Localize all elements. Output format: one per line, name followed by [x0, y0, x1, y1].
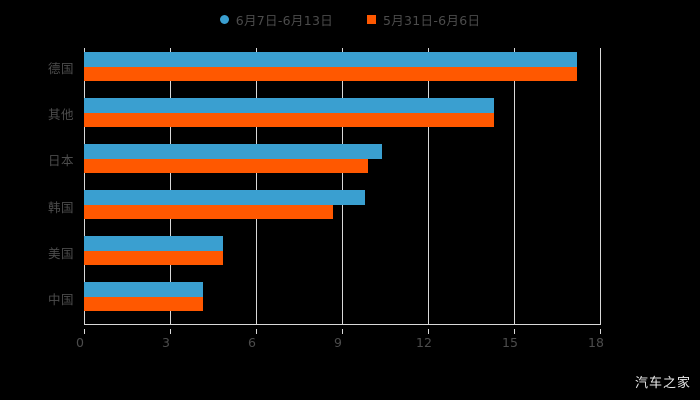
- bar-group-中国: [84, 282, 600, 312]
- legend-label-series-0: 6月7日-6月13日: [235, 12, 333, 28]
- bar-日本-series-1[interactable]: [84, 158, 368, 173]
- x-axis-tick-mark-2: [256, 329, 257, 334]
- bar-日本-series-0[interactable]: [84, 143, 383, 159]
- plot-area: [84, 48, 601, 325]
- x-axis-label-0: 0: [76, 335, 84, 350]
- y-axis-label-韩国: 韩国: [47, 199, 74, 215]
- x-axis-label-18: 18: [588, 335, 604, 350]
- gridline-x-0: [84, 48, 85, 325]
- legend-label-series-1: 5月31日-6月6日: [383, 12, 481, 28]
- gridline-x-4: [428, 48, 429, 325]
- bar-美国-series-1[interactable]: [84, 251, 224, 266]
- legend-item-series-1[interactable]: 5月31日-6月6日: [367, 10, 480, 29]
- gridline-x-6: [600, 48, 601, 325]
- x-axis-label-9: 9: [334, 335, 342, 350]
- gridline-x-1: [170, 48, 171, 325]
- x-axis-label-3: 3: [162, 335, 170, 350]
- bar-group-其他: [84, 97, 600, 128]
- y-axis-label-其他: 其他: [47, 107, 74, 123]
- bar-其他-series-1[interactable]: [84, 112, 494, 127]
- x-axis-tick-mark-1: [170, 329, 171, 334]
- bar-中国-series-0[interactable]: [84, 282, 203, 298]
- y-axis-label-日本: 日本: [47, 153, 74, 169]
- bar-其他-series-0[interactable]: [84, 97, 494, 113]
- bar-韩国-series-0[interactable]: [84, 190, 365, 206]
- x-axis-label-6: 6: [248, 335, 256, 350]
- bar-group-德国: [84, 51, 600, 82]
- x-axis-label-15: 15: [502, 335, 518, 350]
- bar-美国-series-0[interactable]: [84, 236, 224, 252]
- legend-item-series-0[interactable]: 6月7日-6月13日: [219, 10, 333, 29]
- x-axis-tick-mark-5: [514, 329, 515, 334]
- bar-group-美国: [84, 236, 600, 266]
- bar-德国-series-1[interactable]: [84, 66, 578, 81]
- bar-group-日本: [84, 143, 600, 174]
- x-axis-label-12: 12: [416, 335, 432, 350]
- bar-韩国-series-1[interactable]: [84, 205, 334, 220]
- legend-swatch-icon-series-1: [367, 14, 376, 24]
- y-axis-label-美国: 美国: [47, 245, 74, 261]
- x-axis-tick-mark-6: [600, 329, 601, 334]
- gridline-x-5: [514, 48, 515, 325]
- x-axis-tick-mark-4: [428, 329, 429, 334]
- legend-swatch-icon-series-0: [219, 14, 229, 24]
- y-axis-label-中国: 中国: [47, 291, 74, 307]
- x-axis-labels: 0 3 6 9 12 15 18: [0, 329, 700, 350]
- chart-legend: 6月7日-6月13日 5月31日-6月6日: [0, 8, 700, 30]
- watermark: 汽车之家: [634, 376, 691, 391]
- x-axis-tick-mark-0: [84, 329, 85, 334]
- y-axis-label-德国: 德国: [47, 61, 74, 77]
- gridline-x-3: [342, 48, 343, 325]
- bar-group-韩国: [84, 190, 600, 220]
- y-axis-labels: 德国其他日本韩国美国中国: [0, 48, 74, 325]
- x-axis-tick-mark-3: [342, 329, 343, 334]
- bar-德国-series-0[interactable]: [84, 51, 578, 67]
- bar-中国-series-1[interactable]: [84, 297, 203, 312]
- gridline-x-2: [256, 48, 257, 325]
